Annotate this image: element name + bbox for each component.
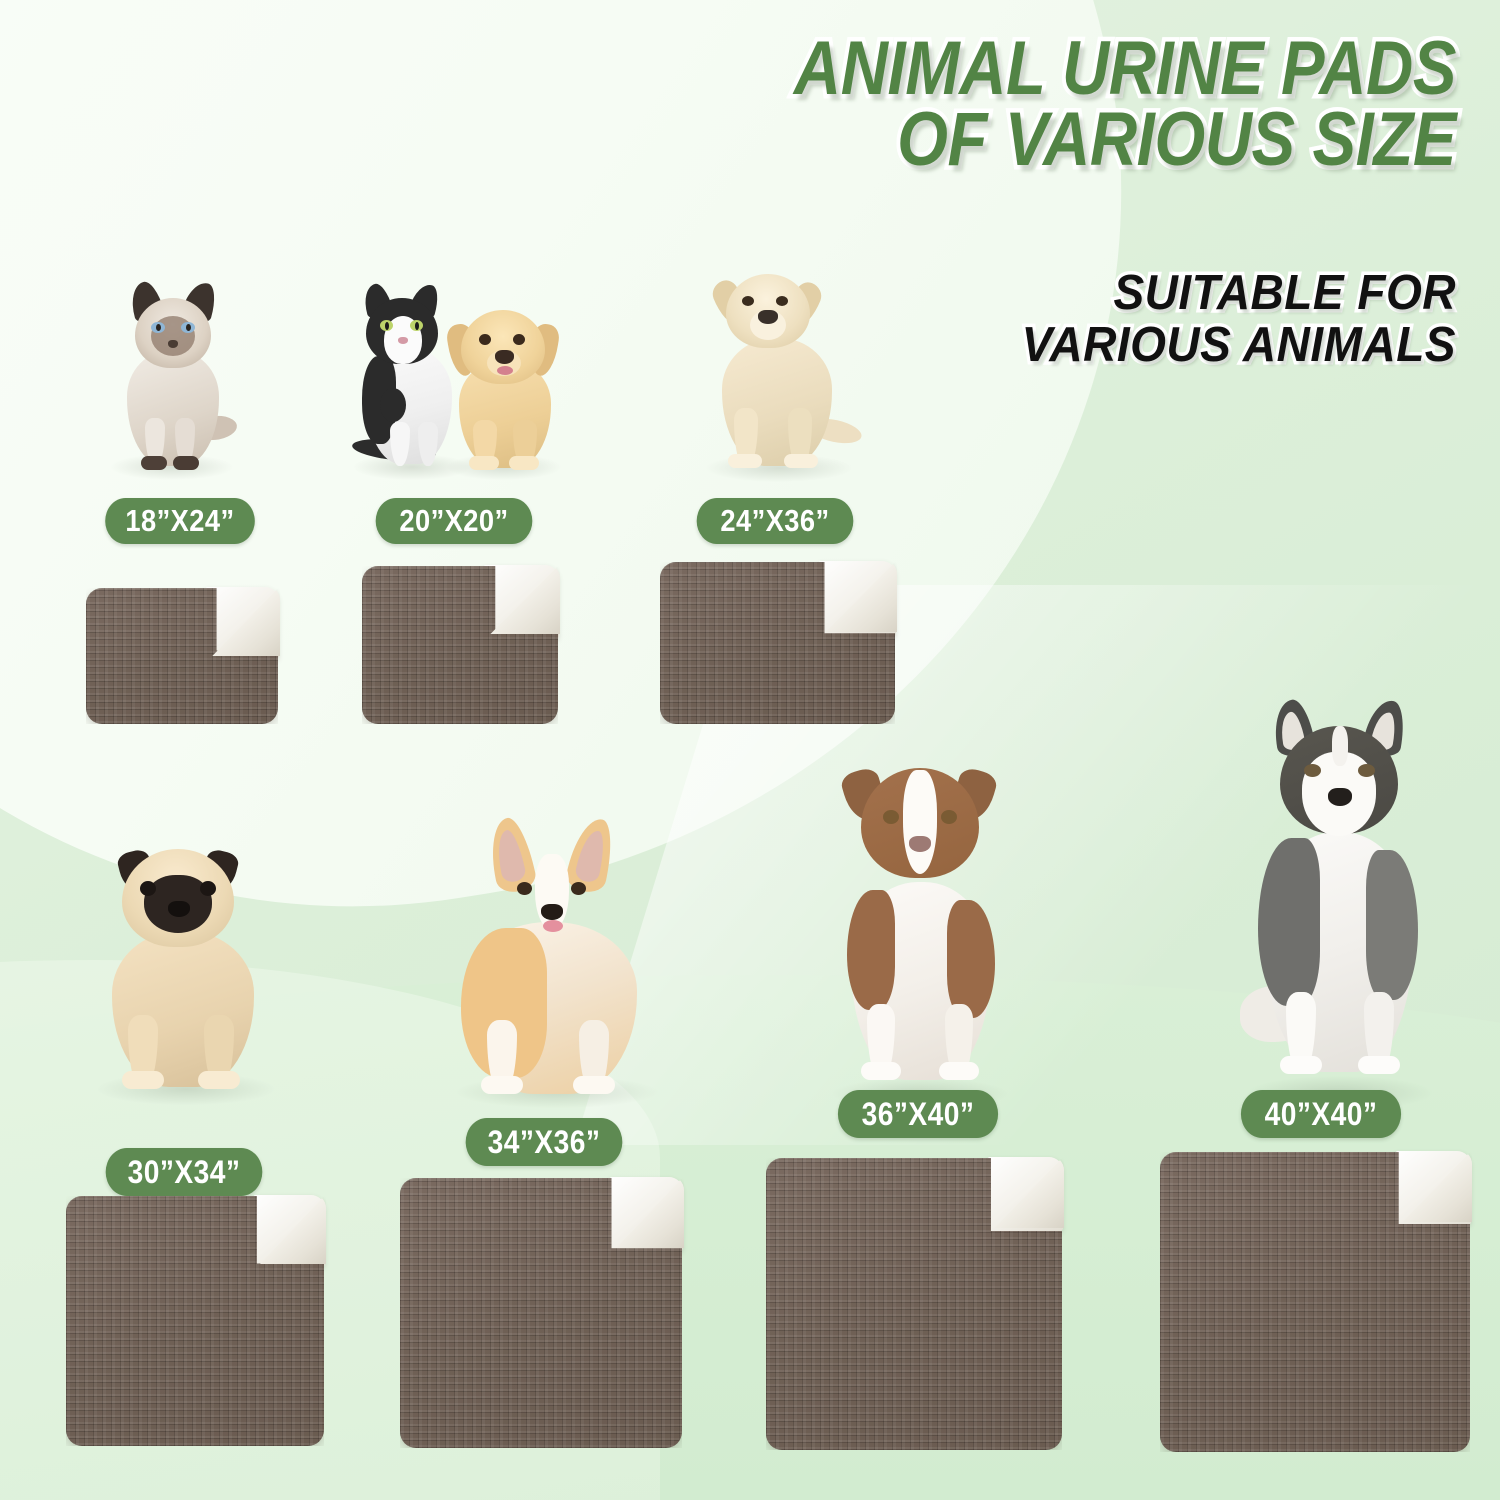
animal-labrador-puppy [443, 296, 565, 480]
size-badge-label: 40”X40” [1264, 1095, 1378, 1132]
animal-corgi [443, 814, 668, 1108]
size-badge-label: 20”X20” [399, 503, 509, 538]
size-badge-20x20[interactable]: 20”X20” [375, 498, 533, 544]
size-badge-label: 24”X36” [720, 503, 830, 538]
size-badge-label: 18”X24” [125, 503, 235, 538]
animal-tan-mixed-breed-dog [700, 268, 864, 482]
page-subtitle-line-2: VARIOUS ANIMALS [1018, 316, 1459, 375]
pad-20x20 [362, 564, 560, 724]
pad-30x34 [66, 1194, 326, 1446]
page-subtitle: SUITABLE FOR VARIOUS ANIMALS [742, 264, 1459, 375]
pad-36x40 [766, 1156, 1064, 1450]
pad-40x40 [1160, 1150, 1472, 1452]
size-badge-label: 36”X40” [861, 1095, 975, 1132]
page-title-line-1: ANIMAL URINE PADS [790, 26, 1460, 111]
animal-australian-shepherd [825, 762, 1015, 1110]
pad-24x36 [660, 560, 897, 724]
animal-siberian-husky [1240, 697, 1440, 1110]
pad-18x24 [86, 586, 280, 724]
animal-siamese-cat [105, 278, 240, 480]
page-subtitle-line-1: SUITABLE FOR [1110, 264, 1459, 323]
size-badge-34x36[interactable]: 34”X36” [465, 1118, 623, 1166]
size-badge-40x40[interactable]: 40”X40” [1240, 1090, 1402, 1138]
size-badge-24x36[interactable]: 24”X36” [696, 498, 854, 544]
pad-34x36 [400, 1176, 684, 1448]
size-badge-36x40[interactable]: 36”X40” [837, 1090, 999, 1138]
animal-pug [88, 845, 283, 1105]
size-badge-label: 34”X36” [487, 1123, 601, 1160]
page-title: ANIMAL URINE PADS OF VARIOUS SIZE [587, 26, 1460, 182]
animal-tuxedo-cat [350, 281, 475, 480]
size-badge-30x34[interactable]: 30”X34” [105, 1148, 263, 1196]
size-badge-label: 30”X34” [127, 1153, 241, 1190]
size-badge-18x24[interactable]: 18”X24” [105, 498, 255, 544]
page-title-line-2: OF VARIOUS SIZE [893, 96, 1460, 182]
